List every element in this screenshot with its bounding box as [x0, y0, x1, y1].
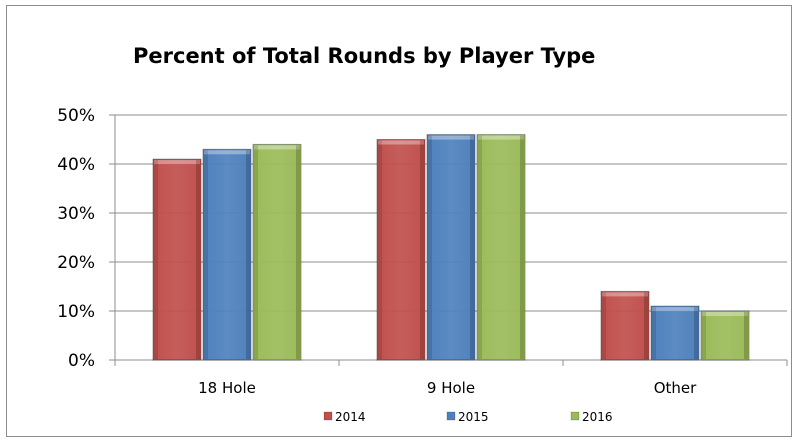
legend-item: 2014: [323, 410, 366, 424]
legend-label: 2015: [458, 410, 489, 424]
x-tick-label: Other: [654, 379, 697, 397]
y-tick-label: 0%: [68, 351, 95, 371]
bars: [152, 134, 750, 361]
legend-item: 2016: [570, 410, 613, 424]
bar: [202, 148, 252, 361]
bar: [252, 143, 302, 361]
y-tick-label: 10%: [57, 302, 95, 322]
bar: [376, 139, 426, 361]
bar: [476, 134, 526, 361]
y-tick-label: 20%: [57, 253, 95, 273]
x-tick-label: 18 Hole: [198, 379, 256, 397]
legend-label: 2016: [582, 410, 613, 424]
x-tick-label: 9 Hole: [427, 379, 475, 397]
legend-label: 2014: [335, 410, 366, 424]
bar: [600, 290, 650, 361]
y-tick-label: 50%: [57, 106, 95, 126]
y-tick-label: 40%: [57, 155, 95, 175]
legend: 2014 2015 2016: [323, 410, 613, 424]
y-tick-label: 30%: [57, 204, 95, 224]
bar: [700, 310, 750, 361]
bar: [152, 158, 202, 361]
chart-title: Percent of Total Rounds by Player Type: [133, 44, 596, 68]
bar: [650, 305, 700, 361]
y-axis: 0% 10% 20% 30% 40% 50%: [57, 106, 116, 371]
x-axis: 18 Hole 9 Hole Other: [114, 359, 788, 397]
bar: [426, 134, 476, 361]
legend-item: 2015: [446, 410, 489, 424]
